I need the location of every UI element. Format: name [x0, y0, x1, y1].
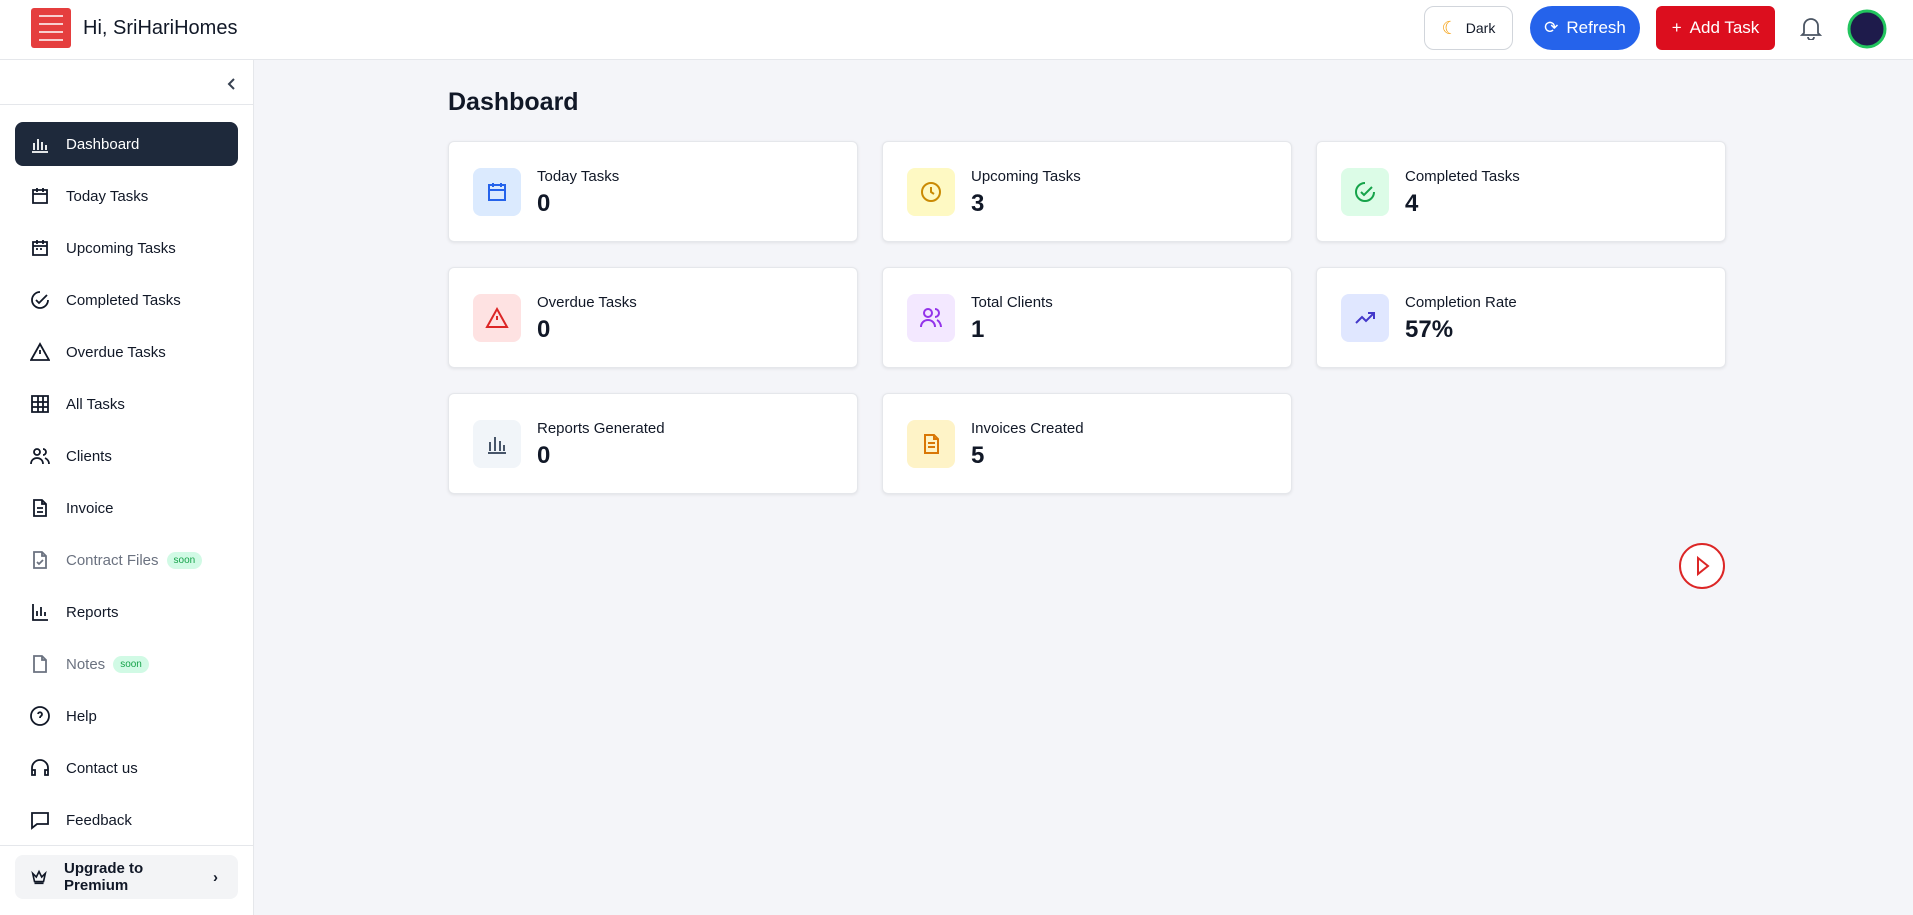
nav-label: Today Tasks: [66, 187, 149, 205]
nav-item[interactable]: Invoice: [15, 486, 238, 530]
nav-label: Upcoming Tasks: [66, 239, 176, 257]
add-task-label: Add Task: [1689, 18, 1760, 37]
nav-icon: [30, 342, 50, 361]
nav-item[interactable]: Help: [15, 694, 238, 738]
nav-item[interactable]: Notes soon: [15, 642, 238, 686]
upgrade-label: Upgrade to Premium: [64, 860, 144, 894]
card-icon: [473, 294, 521, 342]
nav-label: Clients: [66, 447, 112, 465]
nav-item[interactable]: Reports: [15, 590, 238, 634]
nav-label: Dashboard: [66, 135, 140, 153]
stat-card: Completion Rate 57%: [1316, 267, 1726, 368]
card-icon: [473, 420, 521, 468]
card-icon: [907, 294, 955, 342]
card-label: Total Clients: [971, 294, 1053, 311]
nav-icon: [31, 812, 49, 830]
nav-item[interactable]: Overdue Tasks: [15, 330, 238, 374]
card-value: 1: [971, 316, 985, 343]
nav-icon: [33, 499, 47, 517]
page-title: Dashboard: [448, 88, 579, 116]
nav-item[interactable]: Completed Tasks: [15, 278, 238, 322]
card-value: 0: [537, 316, 551, 343]
card-label: Reports Generated: [537, 420, 665, 437]
theme-button[interactable]: ☾ Dark: [1424, 6, 1513, 50]
card-value: 0: [537, 190, 551, 217]
nav-label: Feedback: [66, 811, 132, 829]
logo[interactable]: [31, 8, 71, 48]
nav-item[interactable]: All Tasks: [15, 382, 238, 426]
nav-icon: [30, 706, 50, 726]
card-value: 3: [971, 190, 985, 217]
theme-label: Dark: [1465, 20, 1496, 36]
greeting: Hi, SriHariHomes: [83, 17, 238, 39]
card-label: Today Tasks: [537, 168, 620, 185]
nav-item[interactable]: Upcoming Tasks: [15, 226, 238, 270]
card-label: Completion Rate: [1405, 294, 1517, 311]
upgrade-button[interactable]: Upgrade to Premium ›: [15, 855, 238, 899]
card-value: 57%: [1405, 316, 1454, 343]
nav-icon: [32, 139, 48, 153]
nav-label: All Tasks: [66, 395, 125, 413]
nav-icon: [31, 759, 49, 776]
nav-label: Notes: [66, 655, 106, 673]
soon-badge: soon: [166, 551, 203, 569]
stat-card: Completed Tasks 4: [1316, 141, 1726, 242]
card-value: 4: [1405, 190, 1419, 217]
card-value: 5: [971, 442, 985, 469]
card-icon: [1341, 294, 1389, 342]
nav-label: Help: [66, 707, 97, 725]
refresh-label: Refresh: [1566, 18, 1626, 37]
stat-card: Reports Generated 0: [448, 393, 858, 494]
card-icon: [907, 168, 955, 216]
stat-card: Invoices Created 5: [882, 393, 1292, 494]
soon-badge: soon: [113, 655, 149, 673]
card-icon: [473, 168, 521, 216]
nav-label: Contact us: [66, 759, 138, 777]
nav-icon: [32, 240, 48, 256]
stat-card: Total Clients 1: [882, 267, 1292, 368]
card-label: Overdue Tasks: [537, 294, 637, 311]
header: Hi, SriHariHomes ☾ Dark ⟳ Refresh + Add Tas…: [0, 0, 1913, 60]
nav-item[interactable]: Contact us: [15, 746, 238, 790]
nav-label: Invoice: [66, 499, 114, 517]
nav-label: Overdue Tasks: [66, 343, 166, 361]
avatar[interactable]: [1847, 9, 1887, 49]
nav-item[interactable]: Feedback: [15, 798, 238, 842]
nav-item[interactable]: Dashboard: [15, 122, 238, 166]
stat-card: Upcoming Tasks 3: [882, 141, 1292, 242]
stat-card: Overdue Tasks 0: [448, 267, 858, 368]
sidebar: Dashboard Today Tasks Upcoming Tasks Comple…: [0, 60, 254, 915]
nav-icon: [33, 551, 47, 569]
nav-item[interactable]: Clients: [15, 434, 238, 478]
play-button[interactable]: [1678, 542, 1726, 590]
nav-icon: [31, 395, 49, 413]
card-label: Invoices Created: [971, 420, 1084, 437]
card-label: Upcoming Tasks: [971, 168, 1081, 185]
nav-icon: [32, 604, 48, 621]
nav-item[interactable]: Today Tasks: [15, 174, 238, 218]
nav-label: Completed Tasks: [66, 291, 181, 309]
add-task-button[interactable]: + Add Task: [1656, 6, 1775, 50]
refresh-button[interactable]: ⟳ Refresh: [1530, 6, 1640, 50]
nav-item[interactable]: Contract Files soon: [15, 538, 238, 582]
card-value: 0: [537, 442, 551, 469]
card-icon: [1341, 168, 1389, 216]
card-icon: [907, 420, 955, 468]
nav-icon: [32, 188, 48, 204]
nav-label: Reports: [66, 603, 119, 621]
notifications[interactable]: [1800, 16, 1822, 40]
nav-label: Contract Files: [66, 551, 159, 569]
nav-icon: [31, 291, 49, 309]
nav-icon: [30, 448, 50, 465]
nav-icon: [33, 655, 47, 673]
stat-card: Today Tasks 0: [448, 141, 858, 242]
collapse-button[interactable]: [224, 76, 240, 92]
card-label: Completed Tasks: [1405, 168, 1520, 185]
